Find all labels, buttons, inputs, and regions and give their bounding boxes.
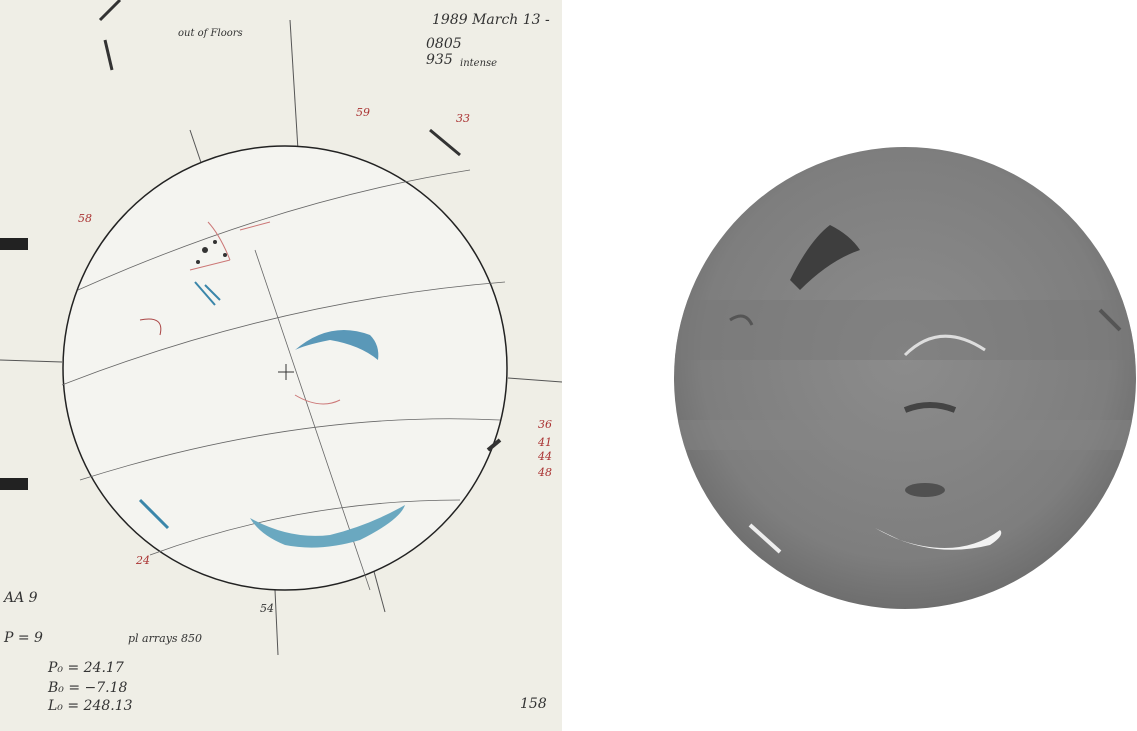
time: 935 — [426, 52, 453, 68]
time: 0805 — [426, 36, 462, 52]
region-number: 44 — [537, 450, 552, 463]
note: AA 9 — [2, 590, 38, 606]
region-number: 33 — [456, 112, 470, 125]
region-number: 58 — [78, 212, 92, 225]
note: out of Floors — [178, 28, 243, 39]
note: P = 9 — [3, 630, 43, 646]
region-number: 36 — [538, 418, 552, 431]
solar-drawing: 1989 March 13 - 0805 935 intense out of … — [0, 0, 563, 731]
region-number: 48 — [537, 466, 552, 479]
date: 1989 March 13 - — [432, 12, 550, 28]
note: pl arrays 850 — [128, 632, 202, 645]
note: intense — [460, 58, 497, 69]
region-number: 41 — [537, 436, 552, 449]
region-number: 24 — [135, 554, 150, 567]
page-number: 158 — [520, 696, 547, 712]
halpha-image — [562, 0, 1137, 731]
ephemeris: P₀ = 24.17 — [47, 660, 124, 676]
region-number: 59 — [356, 106, 370, 119]
region-number: 54 — [260, 602, 274, 615]
ephemeris: L₀ = 248.13 — [47, 698, 133, 714]
ephemeris: B₀ = −7.18 — [47, 680, 128, 696]
